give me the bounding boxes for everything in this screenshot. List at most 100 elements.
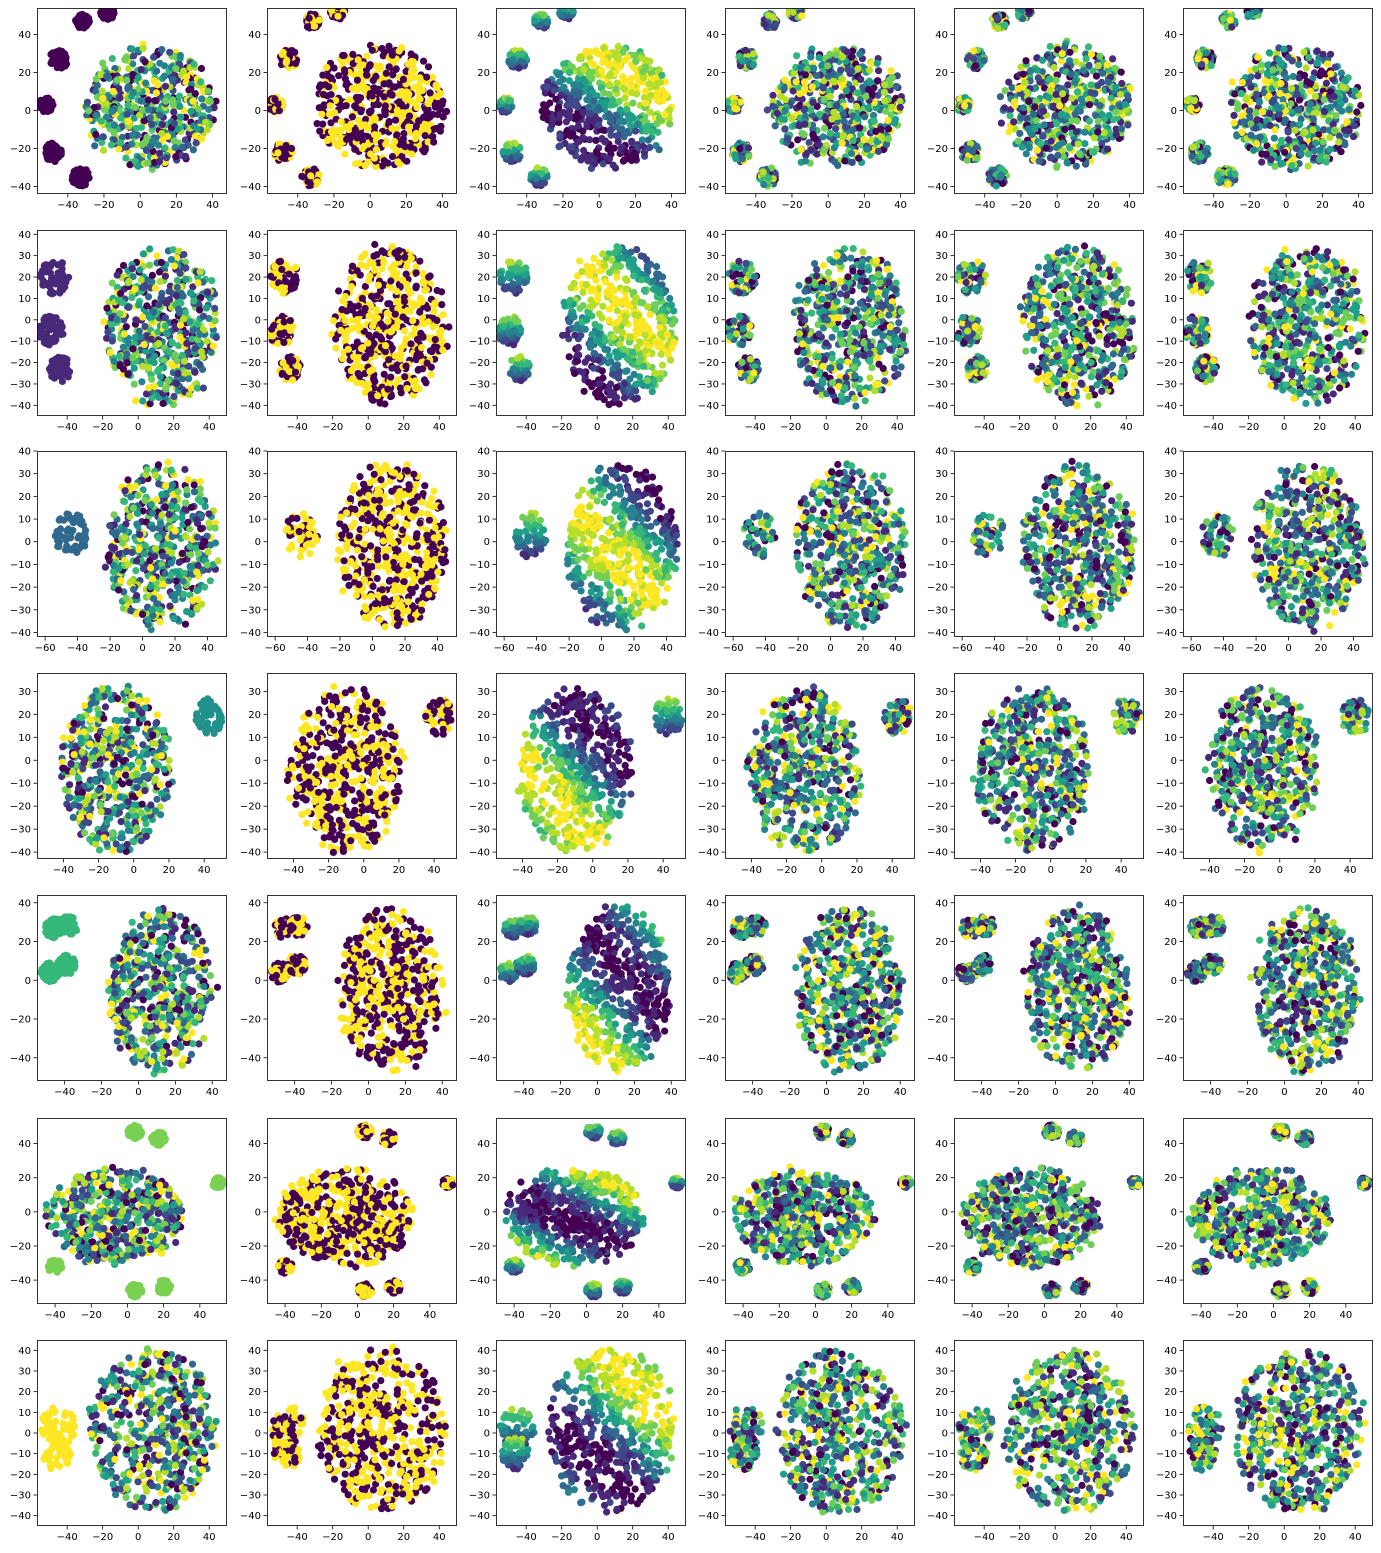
data-point — [275, 107, 283, 115]
data-point — [380, 157, 388, 165]
data-point — [638, 136, 646, 144]
data-point — [1064, 81, 1072, 89]
data-point — [542, 18, 550, 26]
data-point — [807, 53, 815, 61]
data-point — [327, 119, 335, 127]
data-point — [205, 105, 213, 114]
data-point — [380, 48, 388, 56]
data-point — [136, 111, 144, 119]
data-point — [1022, 57, 1030, 65]
data-point — [360, 142, 368, 151]
x-tick-label: −40 — [287, 200, 308, 211]
data-point — [781, 125, 789, 133]
data-point — [598, 67, 606, 75]
data-point — [123, 76, 131, 84]
data-point — [1046, 75, 1054, 83]
data-point — [570, 81, 578, 89]
data-point — [1022, 150, 1030, 158]
data-point — [146, 114, 154, 122]
data-point — [998, 179, 1007, 188]
data-point — [177, 113, 185, 121]
data-point — [407, 68, 415, 76]
data-point — [1098, 139, 1106, 147]
data-point — [788, 115, 796, 123]
data-point — [583, 122, 591, 131]
data-point — [128, 140, 136, 148]
data-point — [193, 125, 201, 133]
data-point — [141, 58, 149, 66]
data-point — [1039, 132, 1047, 140]
data-point — [99, 59, 107, 67]
data-point — [399, 109, 407, 117]
data-point — [148, 165, 156, 173]
data-point — [327, 74, 335, 82]
data-point — [47, 103, 55, 111]
x-tick-label: 20 — [629, 200, 642, 211]
data-point — [90, 103, 98, 112]
data-point — [579, 127, 587, 135]
data-point — [152, 89, 160, 97]
data-point — [852, 102, 861, 110]
data-point — [505, 97, 513, 105]
data-point — [985, 176, 994, 184]
data-point — [1109, 55, 1117, 63]
data-point — [870, 117, 878, 125]
data-point — [1053, 120, 1061, 128]
data-point — [599, 160, 607, 168]
data-point — [807, 146, 815, 154]
data-point — [620, 133, 628, 141]
data-point — [182, 152, 190, 160]
data-point — [970, 55, 978, 63]
data-point — [570, 86, 578, 95]
data-point — [1314, 130, 1323, 138]
data-point — [810, 64, 818, 72]
data-point — [572, 97, 580, 105]
data-point — [1001, 87, 1009, 95]
data-point — [801, 105, 809, 113]
data-point — [892, 82, 900, 90]
data-point — [605, 112, 613, 120]
data-point — [171, 143, 179, 152]
data-point — [1112, 131, 1120, 139]
data-point — [162, 154, 171, 162]
data-point — [130, 52, 138, 60]
data-point — [574, 138, 582, 146]
data-point — [316, 127, 324, 135]
data-point — [352, 104, 360, 112]
data-point — [319, 90, 328, 99]
data-point — [1104, 145, 1112, 153]
data-point — [380, 93, 388, 101]
data-point — [1071, 78, 1079, 86]
data-point — [884, 125, 893, 133]
data-point — [170, 119, 178, 128]
data-point — [1282, 74, 1291, 82]
data-point — [197, 78, 205, 86]
data-point — [1118, 79, 1126, 88]
data-point — [158, 129, 166, 138]
data-point — [161, 82, 169, 90]
data-point — [318, 110, 326, 118]
data-point — [341, 75, 349, 83]
data-point — [1289, 72, 1297, 81]
data-point — [47, 98, 56, 106]
data-point — [1041, 84, 1049, 92]
data-point — [55, 58, 63, 66]
data-point — [1079, 99, 1087, 107]
data-point — [556, 110, 564, 118]
data-point — [83, 98, 92, 106]
data-point — [1021, 79, 1029, 87]
data-point — [609, 161, 617, 169]
data-point — [881, 81, 889, 89]
data-point — [856, 124, 864, 132]
data-point — [861, 113, 869, 121]
data-point — [304, 23, 312, 31]
data-point — [1228, 23, 1236, 31]
data-point — [426, 89, 434, 97]
data-point — [150, 53, 158, 61]
data-point — [862, 93, 870, 101]
data-point — [424, 100, 432, 108]
data-point — [156, 59, 164, 67]
x-tick-label: 40 — [665, 200, 678, 211]
data-point — [416, 95, 424, 103]
